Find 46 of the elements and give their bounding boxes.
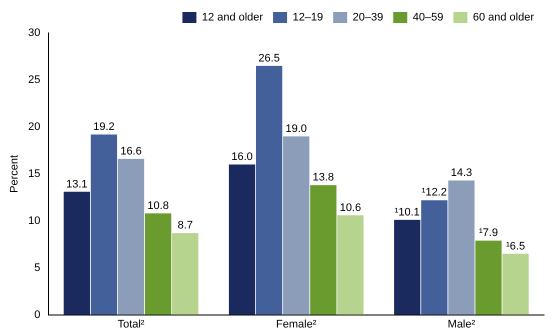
data-label: ¹10.1 (394, 206, 420, 218)
bar (421, 200, 448, 315)
y-tick-label: 10 (28, 214, 40, 227)
legend-label: 20–39 (352, 12, 384, 24)
bar (172, 233, 198, 315)
legend-label: 12–19 (292, 12, 324, 24)
bar (448, 180, 475, 315)
data-label: 16.6 (120, 145, 142, 158)
y-tick-label: 0 (34, 308, 40, 321)
legend-label: 60 and older (472, 12, 534, 24)
bar (118, 158, 144, 315)
bar (475, 240, 502, 315)
y-axis-title: Percent (8, 154, 21, 193)
bar (256, 66, 282, 315)
data-label: 19.2 (93, 120, 115, 133)
legend-label: 12 and older (202, 12, 264, 24)
x-tick-label: Male² (448, 318, 476, 330)
data-label: 19.0 (286, 122, 307, 135)
data-label: 13.1 (66, 178, 88, 190)
bar (502, 254, 529, 315)
data-label: 14.3 (450, 167, 472, 180)
y-tick-label: 5 (34, 262, 40, 274)
bar (144, 213, 172, 315)
y-tick-label: 30 (28, 27, 40, 40)
bar (90, 134, 118, 315)
data-label: 26.5 (258, 52, 280, 64)
data-label: 10.6 (340, 202, 362, 214)
data-label: 13.8 (312, 172, 334, 184)
bar (394, 220, 420, 315)
x-tick-label: Female² (276, 318, 317, 330)
x-tick-label: Total² (118, 318, 145, 330)
y-tick-label: 20 (28, 120, 40, 133)
y-tick-label: 25 (28, 74, 40, 86)
bar (310, 185, 336, 315)
y-tick-label: 15 (28, 168, 40, 180)
data-label: 8.7 (178, 220, 193, 232)
data-label: ¹6.5 (506, 240, 526, 252)
bar (283, 136, 310, 315)
bar (228, 164, 256, 315)
legend-label: 40–59 (412, 12, 444, 24)
data-label: 16.0 (231, 151, 253, 164)
bar (64, 192, 90, 315)
data-label: 10.8 (147, 200, 169, 212)
data-label: ¹12.2 (422, 186, 447, 199)
bar (337, 215, 364, 315)
data-label: ¹7.9 (479, 227, 498, 240)
